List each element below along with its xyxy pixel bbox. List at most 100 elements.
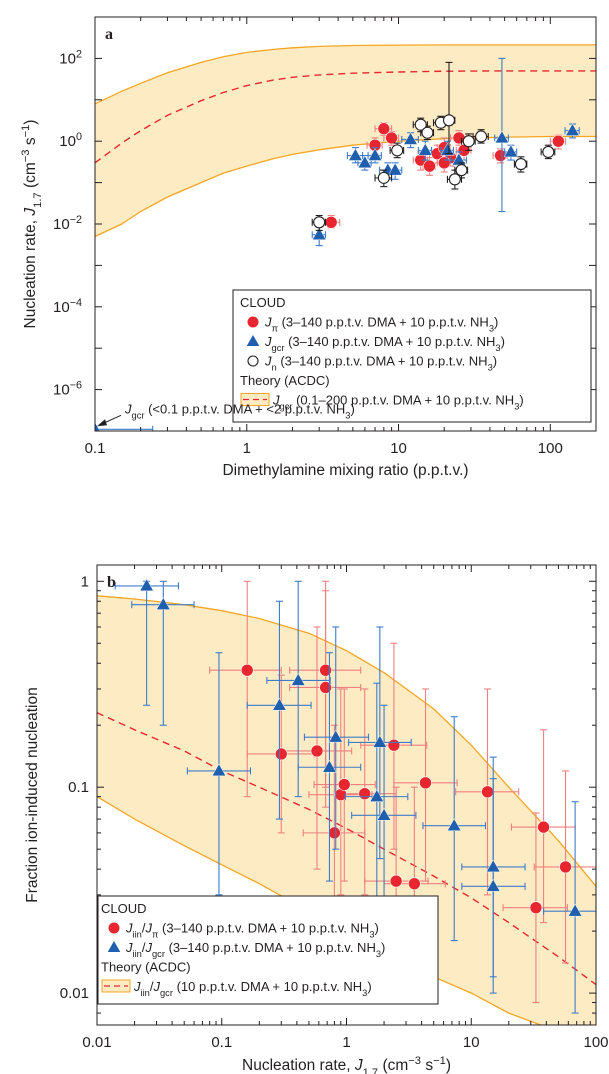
data-point-circle xyxy=(385,131,398,145)
data-point-open-circle xyxy=(391,144,404,157)
data-point-circle xyxy=(387,738,401,752)
data-point-open-circle xyxy=(421,126,434,139)
data-point-circle xyxy=(537,820,550,834)
data-point-circle xyxy=(324,215,338,229)
y-tick-label: 10−4 xyxy=(53,297,82,316)
panel-letter: a xyxy=(105,26,113,43)
x-axis-label: Dimethylamine mixing ratio (p.p.t.v.) xyxy=(222,462,468,479)
data-point-triangle xyxy=(440,142,455,156)
data-point-triangle xyxy=(272,697,287,711)
data-point-triangle xyxy=(211,763,227,777)
data-point-triangle xyxy=(290,672,306,686)
x-tick-label: 100 xyxy=(538,440,563,457)
data-point-circle xyxy=(310,744,324,758)
data-point-triangle xyxy=(485,859,501,873)
data-point-triangle xyxy=(376,807,392,821)
error-bar xyxy=(95,425,154,431)
data-point-open-circle xyxy=(377,171,390,184)
annotation-text: Jgcr (<0.1 p.p.t.v. DMA + <2 p.p.t.v. NH… xyxy=(124,401,355,420)
y-tick-label: 0.1 xyxy=(68,779,89,796)
data-point-circle xyxy=(389,874,403,888)
data-point-open-circle xyxy=(442,114,456,127)
data-point-circle xyxy=(319,681,332,694)
legend-marker-open-circle xyxy=(247,355,259,367)
theory-center-line xyxy=(95,70,596,164)
theory-band xyxy=(95,44,596,237)
legend-theory-header: Theory (ACDC) xyxy=(101,960,191,975)
series-Jgcr xyxy=(95,57,580,431)
data-point-open-circle xyxy=(462,135,475,148)
data-point-open-circle xyxy=(448,173,461,186)
y-tick-label: 100 xyxy=(59,131,82,150)
legend: CLOUD Jiin/Jπ (3–140 p.p.t.v. DMA + 10 p.… xyxy=(97,895,439,1005)
y-tick-label: 1 xyxy=(81,573,89,590)
data-point-triangle xyxy=(328,729,343,743)
data-point-open-circle xyxy=(313,216,326,229)
data-point-triangle xyxy=(357,155,373,169)
legend-theory-entry: Jgcr (0.1–200 p.p.t.v. DMA + 10 p.p.t.v.… xyxy=(272,393,524,412)
x-tick-label: 0.01 xyxy=(82,1034,111,1051)
annotation-arrowhead xyxy=(97,419,107,427)
data-point-triangle xyxy=(446,818,462,831)
data-point-triangle xyxy=(567,903,583,917)
data-point-triangle xyxy=(403,131,418,145)
legend-box xyxy=(97,895,439,1005)
data-point-circle xyxy=(481,785,494,799)
legend-marker-triangle xyxy=(246,335,260,346)
data-point-triangle xyxy=(139,578,154,592)
x-tick-label: 1 xyxy=(342,1034,350,1051)
series-Jn xyxy=(311,61,556,231)
legend-marker-circle xyxy=(108,922,120,934)
data-point-triangle xyxy=(387,162,403,176)
data-point-triangle xyxy=(348,148,363,161)
data-point-triangle xyxy=(322,759,337,773)
x-tick-label: 1 xyxy=(243,440,251,457)
plot-area xyxy=(95,44,596,431)
legend-header: CLOUD xyxy=(240,295,286,310)
panel-letter: b xyxy=(107,574,116,591)
theory-center-line xyxy=(97,712,596,986)
legend-entry: Jiin/Jgcr (3–140 p.p.t.v. DMA + 10 p.p.t… xyxy=(125,940,385,959)
x-tick-label: 100 xyxy=(583,1034,608,1051)
data-point-open-circle xyxy=(455,164,468,177)
data-point-circle xyxy=(408,877,421,890)
data-point-open-circle xyxy=(542,145,555,158)
data-point-circle xyxy=(552,134,565,148)
data-point-open-circle xyxy=(514,158,527,171)
data-point-triangle xyxy=(311,227,327,240)
data-point-circle xyxy=(328,826,341,840)
data-point-open-circle xyxy=(414,118,427,131)
data-point-circle xyxy=(337,778,351,791)
panel-b: 0.01 0.1 1 10 100 0.01 0.1 1 Nucleation rate, J1… xyxy=(24,564,609,1074)
x-tick-label: 0.1 xyxy=(85,440,106,457)
data-point-triangle xyxy=(418,142,433,156)
legend-entry: Jn (3–140 p.p.t.v. DMA + 10 p.p.t.v. NH3… xyxy=(264,354,497,373)
theory-lower-line xyxy=(95,135,596,238)
x-tick-label: 10 xyxy=(390,440,407,457)
data-point-circle xyxy=(423,159,436,173)
data-point-triangle xyxy=(494,130,510,144)
data-point-triangle xyxy=(503,144,519,158)
x-axis-label: Nucleation rate, J1.7 (cm−3 s−1) xyxy=(242,1055,451,1074)
data-point-triangle xyxy=(95,421,101,431)
panel-a: 0.1 1 10 100 10−6 10−4 10−2 100 102 Dimethylamine… xyxy=(20,16,597,479)
data-point-circle xyxy=(319,663,332,677)
x-tick-label: 0.1 xyxy=(211,1034,232,1051)
ticks xyxy=(96,565,597,1026)
data-point-triangle xyxy=(369,789,385,802)
y-axis-label: Fraction ion-induced nucleation xyxy=(24,687,41,902)
data-point-circle xyxy=(240,663,254,677)
y-tick-label: 0.01 xyxy=(60,985,89,1002)
y-tick-label: 10−6 xyxy=(53,380,82,399)
theory-band xyxy=(97,595,596,1025)
data-point-triangle xyxy=(372,734,388,748)
legend-entry: Jπ (3–140 p.p.t.v. DMA + 10 p.p.t.v. NH3… xyxy=(264,315,498,334)
data-point-circle xyxy=(529,901,543,914)
legend-entry: Jiin/Jπ (3–140 p.p.t.v. DMA + 10 p.p.t.v… xyxy=(125,921,379,940)
legend-entry: Jgcr (3–140 p.p.t.v. DMA + 10 p.p.t.v. N… xyxy=(264,334,505,353)
data-point-circle xyxy=(274,747,288,761)
data-point-circle xyxy=(419,776,432,790)
y-tick-label: 102 xyxy=(59,48,82,67)
legend-marker-triangle xyxy=(107,941,121,952)
